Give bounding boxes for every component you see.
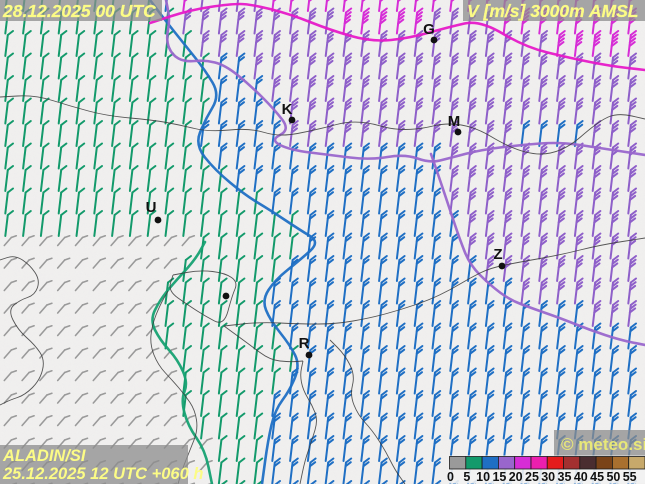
- svg-text:35: 35: [558, 470, 572, 484]
- svg-text:5: 5: [463, 470, 470, 484]
- svg-text:0: 0: [447, 470, 454, 484]
- svg-text:R: R: [299, 335, 310, 352]
- svg-text:25: 25: [525, 470, 539, 484]
- svg-text:25.12.2025 12 UTC +060 h: 25.12.2025 12 UTC +060 h: [2, 465, 203, 483]
- svg-text:28.12.2025 00 UTC: 28.12.2025 00 UTC: [2, 1, 156, 21]
- svg-text:45: 45: [590, 470, 604, 484]
- svg-text:© meteo.si: © meteo.si: [561, 435, 645, 454]
- svg-text:G: G: [423, 21, 435, 38]
- svg-text:20: 20: [509, 470, 523, 484]
- svg-text:K: K: [282, 101, 293, 118]
- svg-text:50: 50: [606, 470, 620, 484]
- svg-text:M: M: [448, 113, 461, 130]
- svg-text:10: 10: [476, 470, 490, 484]
- svg-text:U: U: [146, 199, 157, 216]
- svg-text:55: 55: [623, 470, 637, 484]
- svg-text:40: 40: [574, 470, 588, 484]
- svg-text:V [m/s] 3000m AMSL: V [m/s] 3000m AMSL: [467, 1, 639, 21]
- svg-text:ALADIN/SI: ALADIN/SI: [2, 447, 86, 465]
- svg-text:15: 15: [492, 470, 506, 484]
- svg-text:Z: Z: [493, 246, 502, 263]
- svg-text:30: 30: [541, 470, 555, 484]
